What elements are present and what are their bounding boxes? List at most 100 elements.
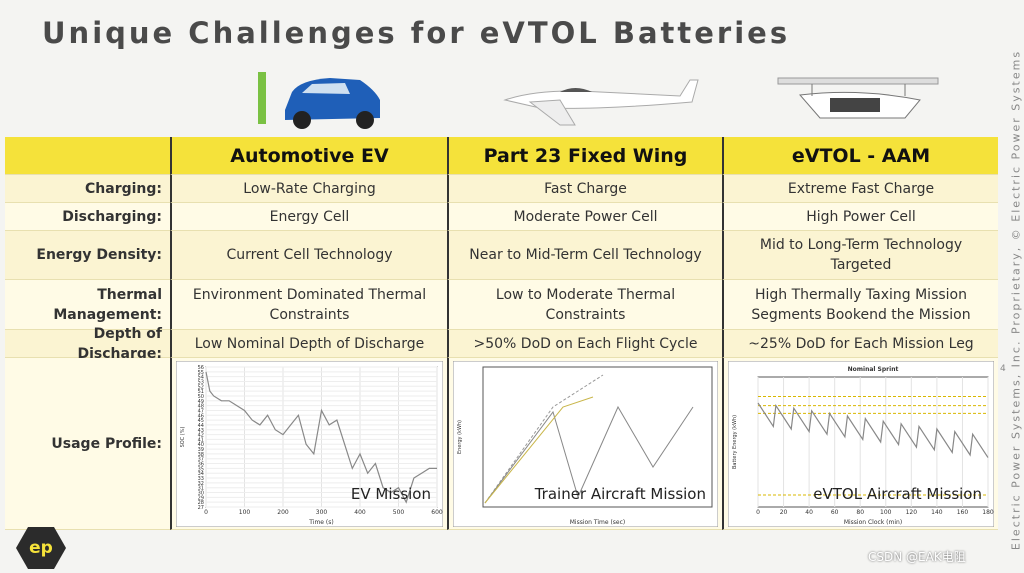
x-tick-label: 200	[277, 509, 289, 516]
y-tick-label: 39	[198, 447, 204, 453]
x-axis-label: Mission Time (sec)	[570, 519, 626, 526]
usage-chart: Time (s) SOC (%) 0 100 200 300 400 500 600 272829…	[176, 360, 443, 527]
table-cell: ~25% DoD for Each Mission Leg	[722, 330, 998, 358]
table-cell: Current Cell Technology	[170, 231, 447, 280]
table-cell: Moderate Power Cell	[447, 203, 722, 231]
row-label: Charging:	[5, 175, 170, 203]
x-tick-label: 40	[805, 509, 813, 516]
x-tick-label: 100	[880, 509, 892, 516]
y-tick-label: 42	[198, 432, 204, 438]
x-tick-label: 300	[316, 509, 328, 516]
table-cell: >50% DoD on Each Flight Cycle	[447, 330, 722, 358]
y-tick-label: 54	[198, 374, 204, 380]
y-tick-label: 38	[198, 451, 204, 457]
y-tick-label: 43	[198, 427, 204, 433]
x-tick-label: 0	[204, 509, 208, 516]
y-tick-label: 46	[198, 413, 204, 419]
y-tick-label: 51	[198, 389, 204, 395]
x-axis-label: Time (s)	[308, 519, 333, 526]
x-tick-label: 60	[831, 509, 839, 516]
y-tick-label: 52	[198, 384, 204, 390]
profile-line	[484, 374, 604, 503]
x-tick-label: 80	[856, 509, 864, 516]
y-tick-label: 31	[198, 485, 204, 491]
mission-label: EV Mission	[351, 485, 431, 503]
y-axis-label: SOC (%)	[180, 426, 186, 447]
x-tick-label: 400	[354, 509, 366, 516]
table-cell: Low to Moderate Thermal Constraints	[447, 280, 722, 330]
logo-hex	[16, 527, 66, 569]
usage-chart: Mission Clock (min) Battery Energy (kWh) N…	[728, 360, 994, 527]
y-tick-label: 33	[198, 476, 204, 482]
y-tick-label: 28	[198, 500, 204, 506]
slide-title: Unique Challenges for eVTOL Batteries	[42, 16, 791, 50]
table-cell: Low-Rate Charging	[170, 175, 447, 203]
y-tick-label: 32	[198, 480, 204, 486]
logo-text: ep	[29, 538, 53, 558]
illustrations	[258, 72, 939, 129]
y-tick-label: 50	[198, 393, 204, 399]
y-tick-label: 53	[198, 379, 204, 385]
usage-cell: Mission Clock (min) Battery Energy (kWh) N…	[722, 358, 998, 530]
fixed-wing	[503, 79, 699, 126]
x-tick-label: 160	[957, 509, 969, 516]
y-tick-label: 45	[198, 418, 204, 424]
plot-area	[482, 366, 713, 507]
row-label: Energy Density:	[5, 231, 170, 280]
x-tick-label: 500	[393, 509, 405, 516]
y-tick-label: 55	[198, 369, 204, 375]
mission-label: eVTOL Aircraft Mission	[813, 485, 982, 503]
x-tick-label: 140	[931, 509, 943, 516]
y-tick-label: 49	[198, 398, 204, 404]
y-tick-label: 44	[198, 422, 204, 428]
y-tick-label: 29	[198, 495, 204, 501]
logo: ep	[16, 527, 66, 569]
x-axis-label: Mission Clock (min)	[844, 519, 902, 526]
profile-line	[484, 396, 594, 503]
table-cell: Mid to Long-Term Technology Targeted	[722, 231, 998, 280]
data-line	[205, 371, 437, 504]
y-tick-label: 37	[198, 456, 204, 462]
x-tick-label: 600	[431, 509, 443, 516]
table-cell: Near to Mid-Term Cell Technology	[447, 231, 722, 280]
watermark: CSDN @EAK电阻	[868, 550, 966, 564]
page-number: 4	[1000, 364, 1006, 374]
y-tick-label: 34	[198, 471, 204, 477]
y-tick-label: 35	[198, 466, 204, 472]
x-tick-label: 120	[906, 509, 918, 516]
table-cell: Fast Charge	[447, 175, 722, 203]
table-cell: Extreme Fast Charge	[722, 175, 998, 203]
x-tick-label: 100	[239, 509, 251, 516]
row-label: Discharging:	[5, 203, 170, 231]
y-axis-label: Energy (kWh)	[457, 419, 463, 453]
header-corner	[5, 137, 170, 175]
table-cell: Low Nominal Depth of Discharge	[170, 330, 447, 358]
usage-chart: Mission Time (sec) Energy (kWh) Trainer Ai…	[453, 360, 718, 527]
usage-cell: Mission Time (sec) Energy (kWh) Trainer Ai…	[447, 358, 722, 530]
chart-bg	[453, 360, 718, 527]
y-tick-label: 40	[198, 442, 204, 448]
y-tick-label: 48	[198, 403, 204, 409]
row-label: Depth of Discharge:	[5, 326, 170, 362]
column-header: Automotive EV	[170, 137, 447, 175]
y-tick-label: 56	[198, 365, 204, 371]
side-text: Electric Power Systems, Inc. Proprietary…	[1009, 49, 1023, 551]
table-cell: Environment Dominated Thermal Constraint…	[170, 280, 447, 330]
column-header: Part 23 Fixed Wing	[447, 137, 722, 175]
chart-bg	[728, 360, 994, 527]
x-tick-label: 0	[756, 509, 760, 516]
ev-car	[258, 72, 380, 129]
x-tick-label: 20	[780, 509, 788, 516]
table-cell: High Thermally Taxing Mission Segments B…	[722, 280, 998, 330]
chart-title: Nominal Sprint	[848, 366, 899, 373]
y-tick-label: 47	[198, 408, 204, 414]
usage-cell: Time (s) SOC (%) 0 100 200 300 400 500 600 27 28 29…	[170, 358, 447, 530]
y-axis-label: Battery Energy (kWh)	[732, 414, 738, 468]
column-header: eVTOL - AAM	[722, 137, 998, 175]
profile-line	[484, 405, 694, 503]
y-tick-label: 30	[198, 490, 204, 496]
y-tick-label: 41	[198, 437, 204, 443]
evtol	[777, 77, 939, 119]
y-tick-label: 27	[198, 505, 204, 511]
